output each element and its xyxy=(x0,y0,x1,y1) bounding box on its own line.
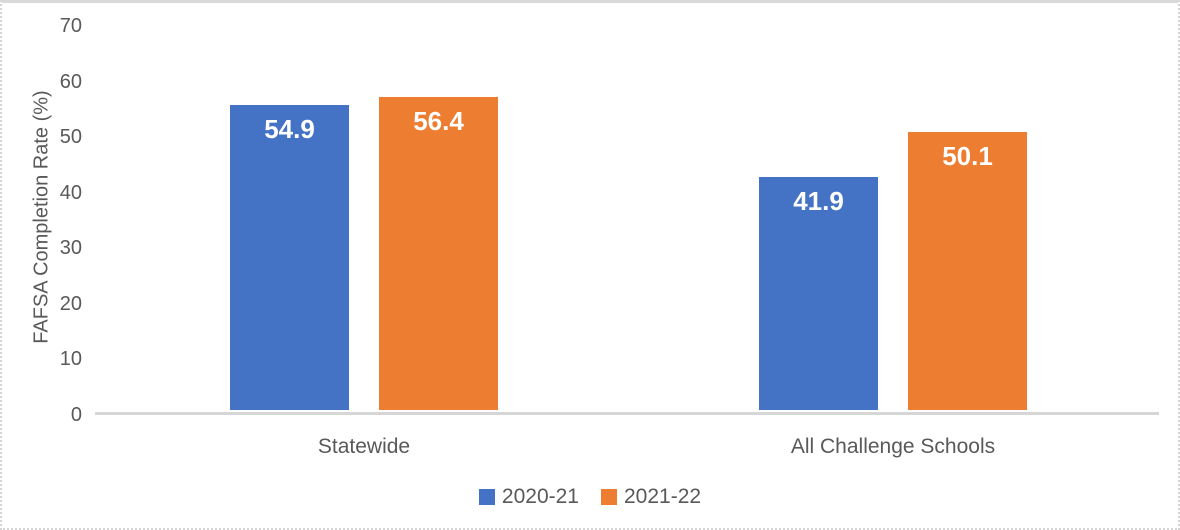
legend-item-2021-22: 2021-22 xyxy=(601,485,701,509)
bar-statewide-2021-22: 56.4 xyxy=(379,97,498,410)
y-axis-tick-label: 70 xyxy=(59,15,82,37)
category-label-all-challenge-schools: All Challenge Schools xyxy=(790,435,996,458)
legend: 2020-21 2021-22 xyxy=(2,485,1178,509)
y-axis-tick-label: 10 xyxy=(59,348,82,370)
legend-item-2020-21: 2020-21 xyxy=(478,485,579,509)
bar-all-challenge-schools-2021-22: 50.1 xyxy=(908,132,1027,410)
y-axis-tick-label: 60 xyxy=(59,71,82,93)
legend-swatch-2020-21 xyxy=(478,489,495,505)
bar-value-label: 50.1 xyxy=(942,141,993,171)
legend-label-2021-22: 2021-22 xyxy=(624,485,702,508)
bar-statewide-2020-21: 54.9 xyxy=(230,105,349,410)
bar-all-challenge-schools-2020-21: 41.9 xyxy=(759,177,878,410)
y-axis-tick-label: 0 xyxy=(70,404,82,426)
category-label-statewide: Statewide xyxy=(317,435,411,458)
legend-label-2020-21: 2020-21 xyxy=(501,485,579,508)
bar-value-label: 41.9 xyxy=(793,186,844,216)
x-axis-line xyxy=(95,412,1159,415)
y-axis-tick-label: 40 xyxy=(59,182,82,204)
y-axis-tick-label: 50 xyxy=(59,126,82,148)
bar-value-label: 56.4 xyxy=(413,106,464,136)
bar-value-label: 54.9 xyxy=(264,114,315,144)
y-axis-tick-label: 20 xyxy=(59,293,82,315)
legend-swatch-2021-22 xyxy=(601,489,617,505)
y-axis-tick-label: 30 xyxy=(59,237,82,259)
